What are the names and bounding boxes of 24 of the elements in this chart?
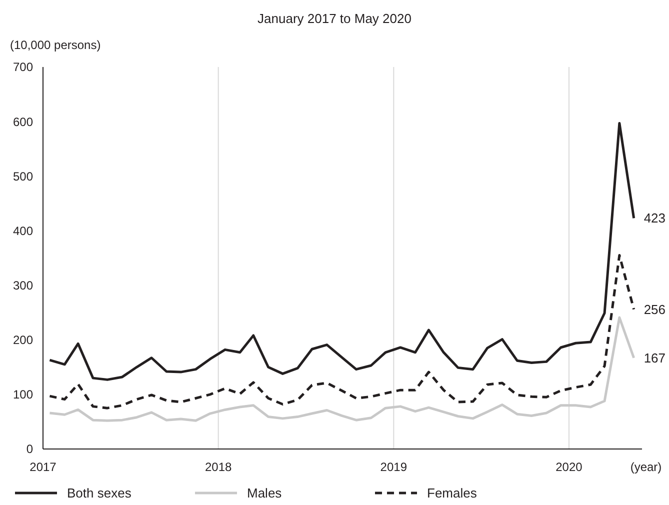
chart-title: January 2017 to May 2020 bbox=[258, 11, 412, 26]
y-tick-label: 400 bbox=[12, 224, 34, 238]
legend-label: Males bbox=[247, 486, 282, 501]
y-axis-title: (10,000 persons) bbox=[10, 38, 101, 52]
y-tick-label: 600 bbox=[12, 114, 34, 129]
data-label: 167 bbox=[644, 350, 666, 366]
y-tick-label: 100 bbox=[12, 388, 34, 402]
y-tick-label: 700 bbox=[12, 60, 34, 74]
x-tick-label: 2017 bbox=[30, 460, 57, 474]
y-tick-label: 200 bbox=[12, 333, 34, 348]
x-tick-label: 2019 bbox=[380, 460, 408, 474]
y-tick-label: 0 bbox=[26, 442, 34, 456]
x-tick-label: 2018 bbox=[204, 460, 232, 474]
x-tick-label: 2020 bbox=[556, 460, 583, 474]
data-label: 423 bbox=[644, 210, 666, 226]
legend-label: Both sexes bbox=[67, 486, 132, 501]
y-tick-label: 300 bbox=[12, 278, 34, 292]
y-tick-label: 500 bbox=[12, 169, 34, 184]
legend-label: Females bbox=[427, 486, 478, 501]
line-series bbox=[48, 122, 636, 381]
x-axis-title: (year) bbox=[630, 460, 662, 474]
line-series bbox=[48, 254, 636, 410]
line-series bbox=[48, 316, 636, 422]
data-label: 256 bbox=[644, 302, 666, 317]
